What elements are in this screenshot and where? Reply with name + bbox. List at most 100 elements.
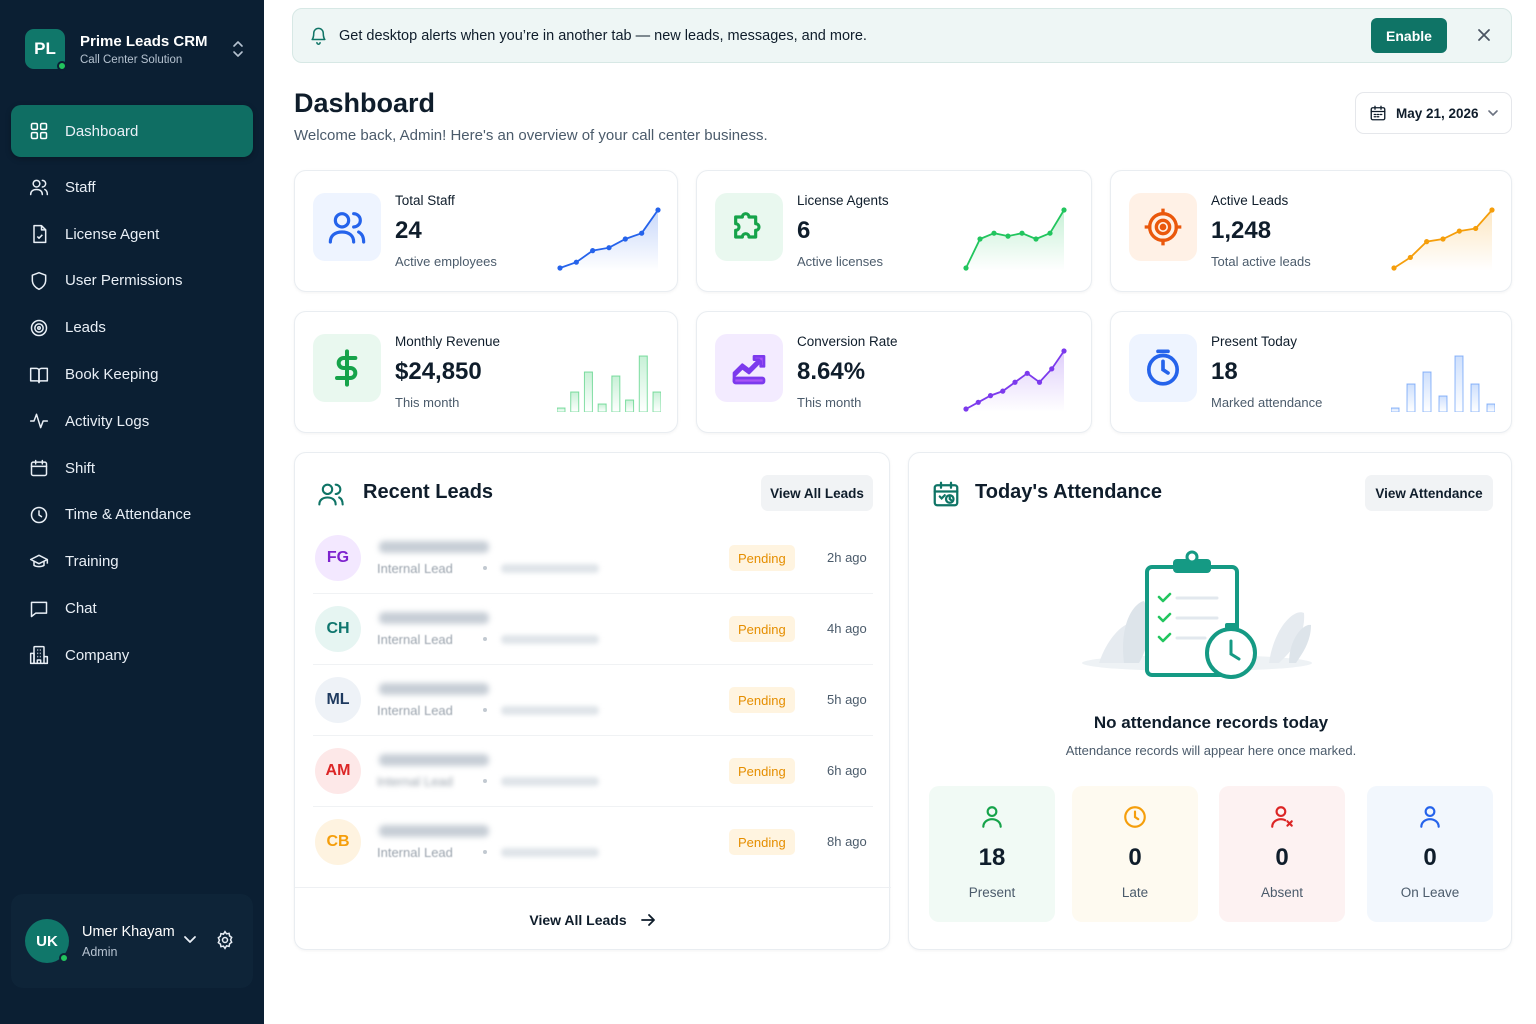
- attendance-card-absent[interactable]: 0 Absent: [1219, 786, 1345, 922]
- status-badge: Pending: [729, 545, 795, 571]
- status-badge: Pending: [729, 829, 795, 855]
- stat-card-conversion-rate[interactable]: Conversion Rate 8.64% This month: [696, 311, 1092, 433]
- stat-label: License Agents: [797, 193, 889, 208]
- stat-label: Active Leads: [1211, 193, 1289, 208]
- sparkline-point: [1456, 228, 1462, 234]
- attendance-card-present[interactable]: 18 Present: [929, 786, 1055, 922]
- sidebar-item-label: User Permissions: [65, 272, 183, 290]
- lead-detail-redacted: [501, 706, 599, 715]
- attendance-card-on-leave[interactable]: 0 On Leave: [1367, 786, 1493, 922]
- lead-time: 5h ago: [827, 692, 867, 707]
- sparkline-point: [1047, 230, 1053, 236]
- lead-row[interactable]: FG Internal Lead Pending 2h ago: [313, 523, 873, 594]
- sparkline-bar: [597, 403, 607, 412]
- view-attendance-button[interactable]: View Attendance: [1365, 475, 1493, 511]
- sidebar-item-training[interactable]: Training: [11, 538, 253, 585]
- stat-subtext: Active licenses: [797, 254, 883, 269]
- stat-label: Present Today: [1211, 334, 1298, 349]
- avatar: UK: [25, 919, 69, 963]
- page-subtitle: Welcome back, Admin! Here's an overview …: [294, 127, 768, 144]
- lead-type: Internal Lead: [377, 561, 453, 576]
- sidebar-item-staff[interactable]: Staff: [11, 164, 253, 211]
- chevron-down-icon[interactable]: [183, 932, 197, 946]
- enable-notifications-button[interactable]: Enable: [1371, 18, 1447, 53]
- target-icon: [30, 319, 48, 337]
- stat-card-active-leads[interactable]: Active Leads 1,248 Total active leads: [1110, 170, 1512, 292]
- lead-detail-redacted: [501, 635, 599, 644]
- stat-subtext: Total active leads: [1211, 254, 1311, 269]
- panel-title: Recent Leads: [363, 481, 494, 503]
- sparkline-point: [1033, 236, 1039, 242]
- desktop-alert-banner: Get desktop alerts when you’re in anothe…: [292, 8, 1512, 63]
- view-all-leads-link[interactable]: View All Leads: [295, 887, 891, 951]
- sidebar-item-license-agent[interactable]: License Agent: [11, 211, 253, 258]
- gear-icon[interactable]: [215, 930, 235, 950]
- stat-label: Monthly Revenue: [395, 334, 501, 349]
- sparkline-point: [1024, 370, 1030, 376]
- calendar-check-icon: [933, 481, 959, 507]
- lead-row[interactable]: ML Internal Lead Pending 5h ago: [313, 665, 873, 736]
- empty-state-subtitle: Attendance records will appear here once…: [1065, 743, 1357, 758]
- date-picker[interactable]: May 21, 2026: [1355, 92, 1512, 134]
- sidebar-item-label: Time & Attendance: [65, 506, 192, 524]
- sparkline-point: [1005, 233, 1011, 239]
- stat-card-license-agents[interactable]: License Agents 6 Active licenses: [696, 170, 1092, 292]
- sidebar-item-user-permissions[interactable]: User Permissions: [11, 258, 253, 305]
- close-icon[interactable]: [1475, 26, 1493, 44]
- stat-value: 1,248: [1211, 217, 1272, 244]
- target-icon: [1144, 208, 1182, 246]
- graduation-cap-icon: [29, 554, 49, 568]
- stat-icon-wrap: [715, 334, 783, 402]
- attendance-card-late[interactable]: 0 Late: [1072, 786, 1198, 922]
- stat-card-monthly-revenue[interactable]: Monthly Revenue $24,850 This month: [294, 311, 678, 433]
- sparkline-bar: [1391, 407, 1400, 412]
- sparkline-bar: [1454, 355, 1464, 412]
- sidebar-item-shift[interactable]: Shift: [11, 445, 253, 492]
- online-dot: [57, 61, 67, 71]
- sparkline-point: [963, 265, 969, 271]
- view-all-label: View All Leads: [529, 911, 627, 928]
- sidebar-item-company[interactable]: Company: [11, 632, 253, 679]
- sparkline-bar: [652, 391, 661, 412]
- sidebar-item-book-keeping[interactable]: Book Keeping: [11, 351, 253, 398]
- sparkline-point: [1407, 254, 1413, 261]
- sidebar-item-activity-logs[interactable]: Activity Logs: [11, 398, 253, 445]
- lead-detail-redacted: [501, 777, 599, 786]
- lead-row[interactable]: CH Internal Lead Pending 4h ago: [313, 594, 873, 665]
- clipboard-illustration: [1082, 550, 1312, 679]
- sparkline-bar: [1422, 371, 1432, 412]
- stat-card-total-staff[interactable]: Total Staff 24 Active employees: [294, 170, 678, 292]
- brand-switcher[interactable]: PL Prime Leads CRM Call Center Solution: [25, 27, 245, 71]
- stat-subtext: Active employees: [395, 254, 497, 269]
- users-icon: [318, 483, 344, 506]
- sidebar-item-chat[interactable]: Chat: [11, 585, 253, 632]
- calendar-icon: [1370, 105, 1386, 121]
- bell-icon: [311, 27, 326, 45]
- chevrons-up-down-icon[interactable]: [231, 39, 245, 59]
- sidebar-item-leads[interactable]: Leads: [11, 304, 253, 351]
- sparkline-bar: [557, 407, 566, 412]
- lead-row[interactable]: AM Internal Lead Pending 6h ago: [313, 736, 873, 807]
- brand-text: Prime Leads CRM Call Center Solution: [80, 33, 208, 66]
- sparkline-point: [987, 393, 994, 399]
- view-all-leads-button[interactable]: View All Leads: [761, 475, 873, 511]
- sparkline-point: [1061, 348, 1067, 354]
- sidebar-item-label: Company: [65, 646, 130, 664]
- user-menu[interactable]: UK Umer Khayam Admin: [11, 894, 253, 988]
- sidebar-item-label: Leads: [65, 319, 106, 337]
- attendance-count: 18: [978, 844, 1006, 871]
- sparkline: [1391, 207, 1495, 271]
- puzzle-icon: [734, 212, 761, 239]
- sparkline-point: [1000, 388, 1006, 394]
- sidebar-item-dashboard[interactable]: Dashboard: [11, 105, 253, 157]
- lead-time: 8h ago: [827, 834, 867, 849]
- user-name: Umer Khayam: [82, 923, 175, 940]
- stat-value: 18: [1211, 358, 1238, 385]
- stat-card-present-today[interactable]: Present Today 18 Marked attendance: [1110, 311, 1512, 433]
- arrow-right-icon: [640, 913, 655, 926]
- sidebar-item-label: Dashboard: [65, 122, 139, 140]
- user-text: Umer Khayam Admin: [82, 924, 175, 959]
- trending-up-icon: [732, 355, 766, 385]
- sidebar-item-time-attendance[interactable]: Time & Attendance: [11, 492, 253, 539]
- lead-row[interactable]: CB Internal Lead Pending 8h ago: [313, 807, 873, 878]
